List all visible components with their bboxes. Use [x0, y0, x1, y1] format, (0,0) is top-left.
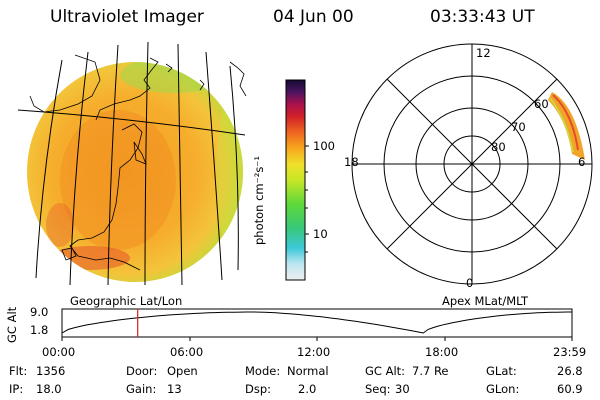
- ip-label: IP:: [9, 382, 24, 396]
- gc-alt-label: GC Alt:: [365, 364, 406, 378]
- observation-date: 04 Jun 00: [273, 7, 354, 27]
- colorbar-tick-100: 100: [313, 139, 335, 153]
- time-tick-0000: 00:00: [42, 345, 76, 359]
- geographic-grid: [17, 41, 246, 285]
- dsp-label: Dsp:: [245, 382, 272, 396]
- mlt-label-12: 12: [476, 46, 491, 60]
- glon-value: 60.9: [557, 382, 583, 396]
- gain-value: 13: [167, 382, 182, 396]
- gc-alt-value: 7.7 Re: [412, 364, 449, 378]
- ip-value: 18.0: [36, 382, 62, 396]
- mlt-label-18: 18: [344, 155, 359, 169]
- mode-value: Normal: [287, 364, 329, 378]
- earth-disk-image: [27, 62, 243, 282]
- seq-label: Seq:: [365, 382, 391, 396]
- mlat-label-80: 80: [491, 140, 506, 154]
- glon-label: GLon:: [486, 382, 520, 396]
- flt-label: Flt:: [9, 364, 28, 378]
- altitude-plot-frame: [61, 308, 573, 341]
- mlt-label-0: 0: [466, 276, 474, 290]
- time-tick-1200: 12:00: [297, 345, 331, 359]
- time-tick-2359: 23:59: [553, 345, 587, 359]
- alt-tick-1-8: 1.8: [30, 323, 49, 337]
- door-label: Door:: [126, 364, 158, 378]
- mlat-label-60: 60: [534, 97, 549, 111]
- glat-value: 26.8: [557, 364, 583, 378]
- instrument-title: Ultraviolet Imager: [50, 7, 204, 27]
- auroral-oval: [548, 92, 585, 160]
- mlat-label-70: 70: [511, 120, 526, 134]
- mlt-label-6: 6: [578, 155, 586, 169]
- colorbar-unit-label: photon cm⁻²s⁻¹: [252, 156, 266, 245]
- gain-label: Gain:: [126, 382, 157, 396]
- flt-value: 1356: [36, 364, 66, 378]
- apex-caption: Apex MLat/MLT: [442, 294, 529, 308]
- polar-mlat-mlt-plot: [351, 43, 593, 285]
- observation-time: 03:33:43 UT: [430, 7, 535, 27]
- colorbar-tick-10: 10: [313, 227, 328, 241]
- door-value: Open: [167, 364, 198, 378]
- mode-label: Mode:: [245, 364, 281, 378]
- time-tick-0600: 06:00: [170, 345, 204, 359]
- alt-tick-9: 9.0: [30, 305, 49, 319]
- glat-label: GLat:: [486, 364, 517, 378]
- seq-value: 30: [395, 382, 410, 396]
- altitude-curve: [61, 311, 572, 334]
- time-tick-1800: 18:00: [425, 345, 459, 359]
- altitude-axis-label: GC Alt: [5, 306, 19, 343]
- intensity-colorbar: [285, 79, 309, 281]
- dsp-value: 2.0: [298, 382, 317, 396]
- geographic-caption: Geographic Lat/Lon: [70, 294, 183, 308]
- coastlines: [29, 54, 247, 271]
